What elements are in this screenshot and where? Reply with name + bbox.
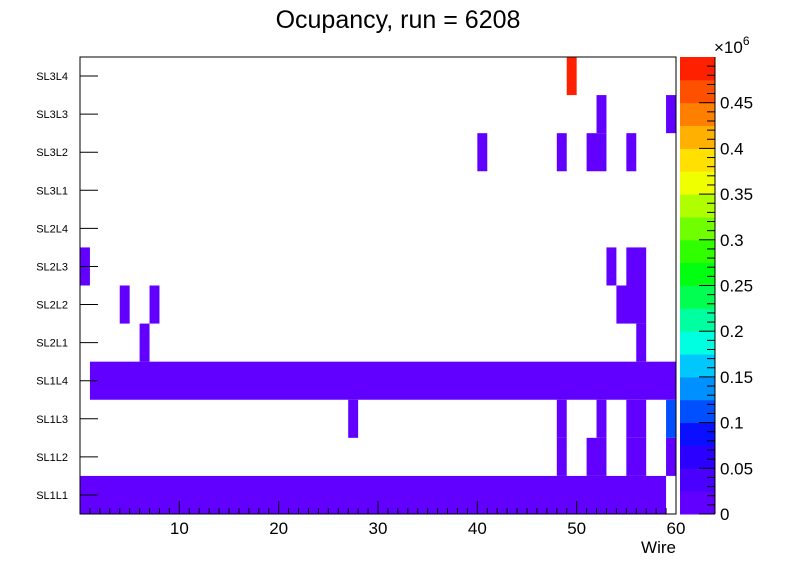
heatmap-cell [556,399,567,438]
x-tick-label: 40 [468,519,487,538]
colorbar-exponent-power: 6 [743,34,750,48]
heatmap-cell [606,247,617,286]
y-tick-label: SL3L1 [36,185,68,197]
heatmap-cell [666,399,676,438]
colorbar-segment [680,376,715,401]
colorbar-tick-label: 0.2 [720,322,744,341]
x-tick-label: 20 [269,519,288,538]
y-axis: SL1L1 SL1L2 SL1L3 SL1L4 SL2L1 SL2L2 SL2L3 SL2L4… [36,71,98,502]
colorbar-segment [680,79,715,104]
heatmap-cell [556,437,567,476]
heatmap-cell [596,399,607,438]
y-tick-label: SL2L4 [36,223,68,235]
y-tick-label: SL2L1 [36,338,68,350]
heatmap-cell [119,285,130,324]
colorbar-tick-label: 0.25 [720,277,753,296]
colorbar-segment [680,194,715,218]
y-tick-label: SL1L4 [36,376,68,388]
heatmap-cell [586,133,607,172]
heatmap-cell [586,437,607,476]
heatmap-cell [477,133,488,172]
heatmap-cell [556,133,567,172]
colorbar-segment [680,354,715,378]
x-axis: 10 20 30 40 50 60 [89,501,686,538]
heatmap-cell [139,323,150,362]
colorbar-segment [680,216,715,241]
colorbar-segment [680,262,715,286]
heatmap-cell [636,323,647,362]
colorbar-segment [680,399,715,424]
colorbar-segment [680,308,715,332]
heatmap-cell [89,361,676,400]
colorbar-segment [680,491,715,515]
colorbar-segment [680,239,715,264]
x-tick-label: 60 [667,519,686,538]
y-tick-label: SL1L3 [36,414,68,426]
heatmap-cell [626,247,647,286]
heatmap-cell [348,399,359,438]
colorbar-tick-label: 0.45 [720,94,753,113]
colorbar-segment [680,331,715,355]
colorbar-segment [680,445,715,469]
heatmap-cell [626,437,647,476]
heatmap-cell [596,95,607,134]
y-tick-label: SL1L1 [36,490,68,502]
heatmap-cell [80,475,667,514]
colorbar-tick-label: 0.15 [720,368,753,387]
heatmap-cell [566,57,577,96]
colorbar-exponent-base: ×10 [714,38,743,57]
colorbar-tick-label: 0.1 [720,414,744,433]
heatmap-cell [666,437,676,476]
color-palette-axis: 0 0.05 0.1 0.15 0.2 0.25 0.3 0.35 0.4 0.45 [680,57,753,524]
colorbar-tick-label: 0 [720,505,729,524]
chart-title: Ocupancy, run = 6208 [276,6,521,34]
colorbar-tick-label: 0.05 [720,459,753,478]
heatmap-cell [149,285,160,324]
y-tick-label: SL2L2 [36,300,68,312]
y-tick-label: SL1L2 [36,452,68,464]
colorbar-segment [680,171,715,195]
y-tick-label: SL3L4 [36,71,68,83]
y-tick-label: SL2L3 [36,261,68,273]
colorbar-segment [680,468,715,492]
y-tick-label: SL3L3 [36,109,68,121]
colorbar-segment [680,148,715,172]
heatmap-cell [626,133,637,172]
y-tick-label: SL3L2 [36,147,68,159]
colorbar-tick-label: 0.3 [720,231,744,250]
colorbar-tick-label: 0.4 [720,139,744,158]
colorbar-tick-label: 0.35 [720,185,753,204]
heatmap-cell [616,285,647,324]
colorbar-segment [680,285,715,309]
colorbar-segment [680,125,715,149]
x-axis-label: Wire [641,538,676,557]
x-tick-label: 50 [567,519,586,538]
colorbar-exponent: ×106 [714,34,750,57]
colorbar-segment [680,102,715,127]
x-tick-label: 30 [369,519,388,538]
x-tick-label: 10 [170,519,189,538]
colorbar-segment [680,422,715,446]
heatmap-cell [626,399,647,438]
colorbar-segment [680,57,715,81]
heatmap-cell [666,95,676,134]
heatmap-cells [80,57,676,514]
